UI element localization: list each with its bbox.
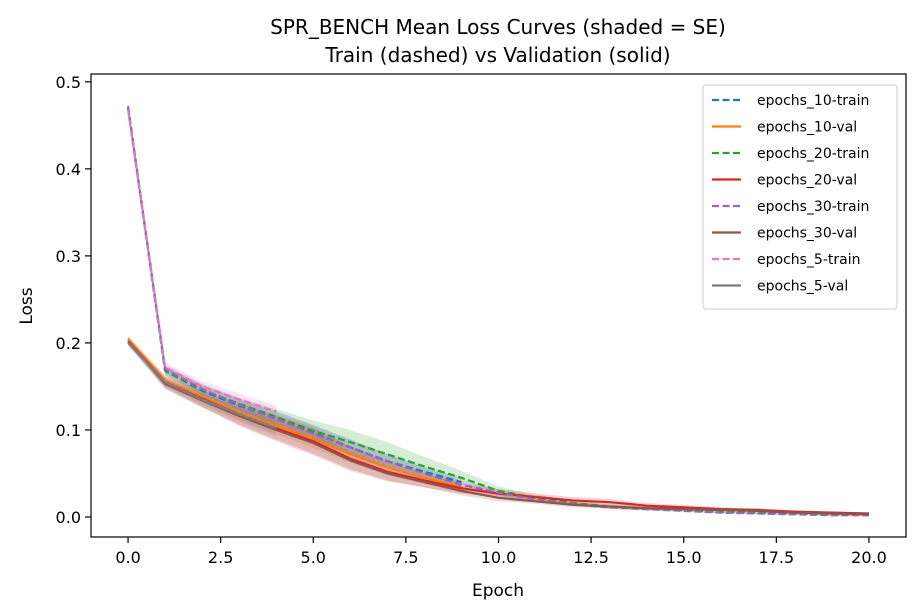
legend-label-epochs_30-val: epochs_30-val <box>757 226 857 242</box>
x-tick-label: 15.0 <box>666 548 702 567</box>
x-tick-label: 2.5 <box>208 548 233 567</box>
y-axis-label: Loss <box>17 287 37 324</box>
y-tick-label: 0.0 <box>56 508 81 527</box>
y-tick-label: 0.3 <box>56 247 81 266</box>
legend-label-epochs_10-val: epochs_10-val <box>757 120 857 136</box>
legend-label-epochs_5-train: epochs_5-train <box>757 252 860 268</box>
y-axis-ticks: 0.0 0.1 0.2 0.3 0.4 0.5 <box>56 73 91 527</box>
x-tick-label: 10.0 <box>481 548 517 567</box>
legend-label-epochs_5-val: epochs_5-val <box>757 279 848 295</box>
series-lines <box>126 106 869 517</box>
series-line-epochs_5-val <box>127 342 277 430</box>
y-tick-label: 0.2 <box>56 334 81 353</box>
x-tick-label: 17.5 <box>759 548 795 567</box>
chart-title: SPR_BENCH Mean Loss Curves (shaded = SE) <box>270 15 726 39</box>
y-tick-label: 0.4 <box>56 160 81 179</box>
x-tick-label: 7.5 <box>393 548 418 567</box>
legend: epochs_10-train epochs_10-val epochs_20-tr… <box>702 84 898 310</box>
x-tick-label: 5.0 <box>301 548 326 567</box>
chart-subtitle: Train (dashed) vs Validation (solid) <box>324 43 670 67</box>
x-tick-label: 20.0 <box>851 548 887 567</box>
series-line-epochs_30-val <box>127 340 869 516</box>
legend-label-epochs_30-train: epochs_30-train <box>757 199 869 215</box>
x-tick-label: 0.0 <box>115 548 140 567</box>
legend-label-epochs_20-train: epochs_20-train <box>757 146 869 162</box>
x-tick-label: 12.5 <box>573 548 609 567</box>
legend-box <box>702 84 898 310</box>
se-band-epochs_10-train <box>128 104 462 487</box>
series-line-epochs_30-train <box>126 106 869 517</box>
series-line-epochs_10-val <box>127 337 462 488</box>
x-axis-label: Epoch <box>472 581 524 601</box>
series-line-epochs_5-train <box>126 109 277 413</box>
y-tick-label: 0.1 <box>56 421 81 440</box>
legend-label-epochs_20-val: epochs_20-val <box>757 173 857 189</box>
y-tick-label: 0.5 <box>56 73 81 92</box>
x-axis-ticks: 0.0 2.5 5.0 7.5 10.0 12.5 15.0 17.5 20.0 <box>115 537 887 567</box>
legend-label-epochs_10-train: epochs_10-train <box>757 93 869 109</box>
